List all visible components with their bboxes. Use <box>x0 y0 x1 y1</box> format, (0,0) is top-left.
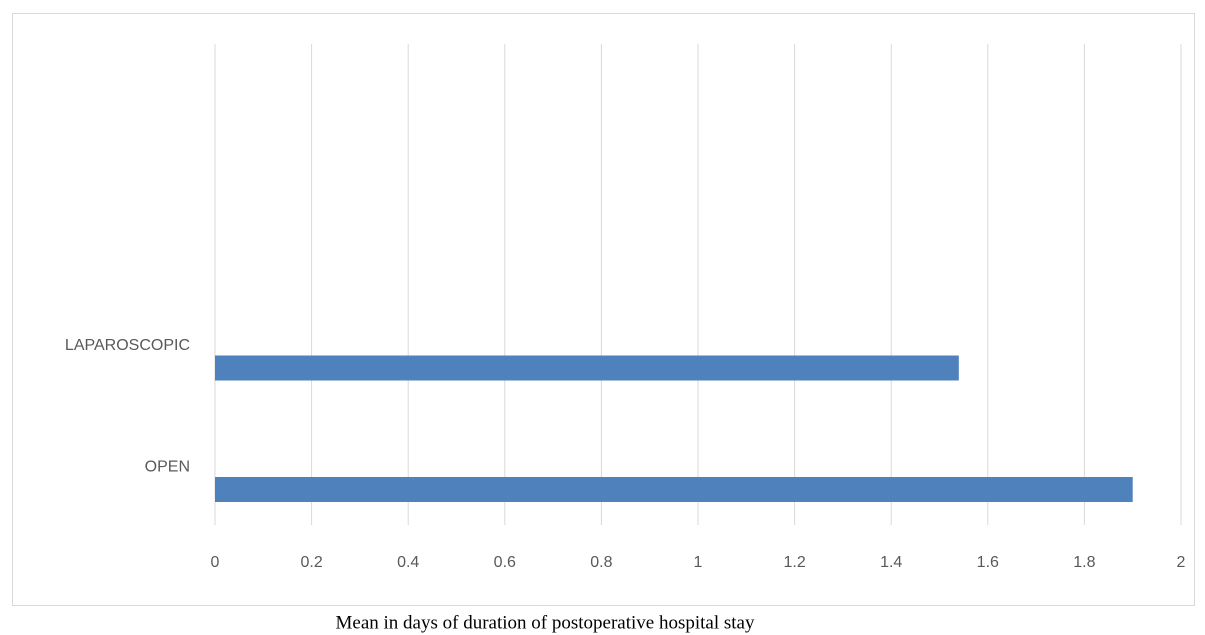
chart-frame <box>12 13 1195 606</box>
x-tick-label: 1 <box>694 554 703 571</box>
x-tick-label: 0 <box>211 554 220 571</box>
bar <box>215 355 959 381</box>
x-tick-label: 0.6 <box>494 554 516 571</box>
y-tick-label: OPEN <box>145 459 190 476</box>
x-tick-label: 0.8 <box>590 554 612 571</box>
x-tick-label: 0.4 <box>397 554 419 571</box>
x-tick-label: 1.8 <box>1073 554 1095 571</box>
bar <box>215 477 1133 502</box>
y-tick-label: LAPAROSCOPIC <box>65 337 190 354</box>
x-tick-label: 1.2 <box>783 554 805 571</box>
x-tick-label: 2 <box>1177 554 1186 571</box>
x-axis-label: Mean in days of duration of postoperativ… <box>336 612 755 633</box>
x-tick-label: 1.4 <box>880 554 902 571</box>
x-tick-label: 1.6 <box>977 554 999 571</box>
x-tick-label: 0.2 <box>300 554 322 571</box>
